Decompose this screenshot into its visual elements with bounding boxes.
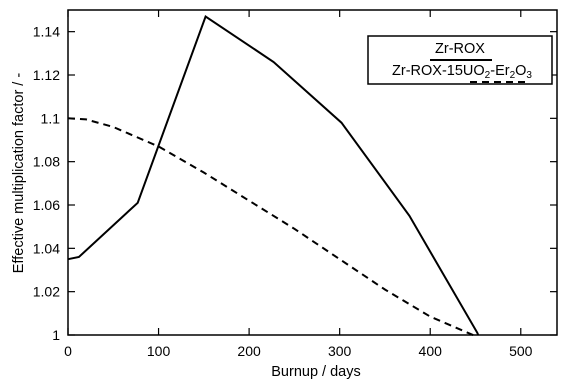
x-axis-ticks: 0 100 200 300 400 500 (64, 10, 533, 359)
x-axis-label: Burnup / days (271, 364, 360, 380)
y-tick-label: 1.1 (41, 110, 61, 126)
legend-label-part-1: Zr-ROX-15UO (392, 63, 485, 79)
y-tick-label: 1.12 (33, 67, 60, 83)
series-layer (67, 14, 480, 338)
x-tick-label: 500 (509, 343, 533, 359)
y-tick-label: 1.06 (33, 197, 60, 213)
plot-frame (67, 9, 558, 336)
y-tick-label: 1.14 (33, 24, 60, 40)
plot-area-border (67, 9, 558, 336)
legend-label-part-3: O (515, 63, 526, 79)
x-tick-label: 300 (328, 343, 352, 359)
series-line-zr-rox (67, 14, 480, 336)
y-tick-label: 1.08 (33, 154, 60, 170)
legend-label-part-2: -Er (490, 63, 510, 79)
y-axis-ticks: 1 1.02 1.04 1.06 1.08 1.1 1.12 1.14 (33, 24, 557, 343)
legend: Zr-ROX Zr-ROX-15UO2-Er2O3 (367, 35, 553, 85)
y-tick-label: 1 (52, 327, 60, 343)
x-tick-label: 100 (147, 343, 171, 359)
x-tick-label: 400 (419, 343, 443, 359)
y-axis-label: Effective multiplication factor / - (11, 73, 27, 274)
legend-label-sub-3: 3 (526, 70, 532, 81)
y-tick-label: 1.04 (33, 240, 60, 256)
legend-label-sub-2: 2 (510, 70, 516, 81)
y-tick-label: 1.02 (33, 284, 60, 300)
series-line-zr-rox-15uo2-er2o3 (67, 117, 476, 338)
x-tick-label: 200 (237, 343, 261, 359)
x-tick-label: 0 (64, 343, 72, 359)
legend-label-sub-1: 2 (485, 70, 491, 81)
legend-label-zr-rox: Zr-ROX (435, 41, 485, 57)
legend-label-zr-rox-15uo2-er2o3: Zr-ROX-15UO2-Er2O3 (392, 63, 532, 81)
